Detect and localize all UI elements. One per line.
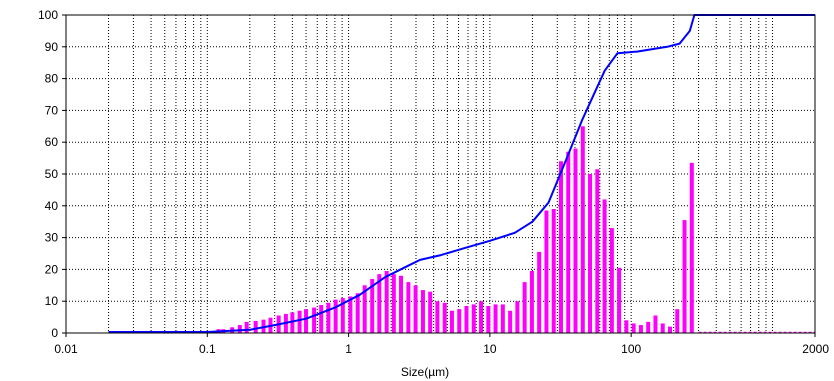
histogram-bar	[290, 312, 295, 333]
y-tick-label: 30	[45, 231, 59, 245]
cumulative-curve-layer	[108, 14, 815, 333]
histogram-bar	[624, 320, 629, 333]
histogram-bar	[449, 310, 454, 333]
histogram-bar	[602, 199, 607, 333]
histogram-bar	[558, 161, 563, 333]
histogram-bar	[537, 251, 542, 333]
y-axis-ticks: 0 10 20 30 40 50 60 70 80 90 100	[38, 8, 66, 340]
histogram-bar	[631, 323, 636, 333]
histogram-bars	[216, 126, 815, 334]
histogram-bar	[304, 309, 309, 333]
cumulative-curve	[108, 14, 815, 333]
y-tick-label: 100	[38, 8, 58, 22]
histogram-bar	[244, 321, 249, 333]
y-tick-label: 60	[45, 135, 59, 149]
histogram-bar	[237, 325, 242, 333]
histogram-bar	[493, 304, 498, 333]
x-axis-ticks: 0.01 0.1 1 10 100 2000	[54, 333, 829, 356]
histogram-bar	[464, 305, 469, 333]
histogram-bar	[675, 309, 680, 333]
histogram-bar	[682, 220, 687, 333]
histogram-bar	[348, 296, 353, 333]
y-tick-label: 20	[45, 262, 59, 276]
histogram-bar	[566, 151, 571, 333]
histogram-bar	[522, 282, 527, 333]
histogram-bar	[442, 302, 447, 333]
x-tick-label: 0.01	[54, 342, 78, 356]
x-tick-label: 10	[483, 342, 497, 356]
histogram-bar	[638, 325, 643, 333]
histogram-bar	[340, 298, 345, 333]
histogram-bar	[370, 278, 375, 333]
y-tick-label: 0	[51, 326, 58, 340]
histogram-bar	[391, 274, 396, 333]
histogram-bar	[515, 301, 520, 333]
x-tick-label: 0.1	[199, 342, 216, 356]
histogram-bar	[362, 285, 367, 333]
histogram-bar	[544, 210, 549, 333]
histogram-bar	[435, 301, 440, 333]
y-tick-label: 80	[45, 72, 59, 86]
x-tick-label: 1	[345, 342, 352, 356]
histogram-bar	[253, 320, 258, 333]
histogram-bar	[646, 321, 651, 333]
histogram-bar	[508, 310, 513, 333]
histogram-bar	[667, 326, 672, 333]
histogram-bar	[580, 126, 585, 333]
x-tick-label: 2000	[802, 342, 829, 356]
histogram-bar	[420, 290, 425, 333]
histogram-bar	[609, 228, 614, 333]
histogram-bar	[551, 208, 556, 333]
y-tick-label: 70	[45, 103, 59, 117]
x-axis-title: Size(µm)	[401, 365, 449, 379]
histogram-bar	[617, 267, 622, 333]
histogram-bar	[479, 301, 484, 333]
x-tick-label: 100	[621, 342, 641, 356]
histogram-bar	[660, 323, 665, 333]
histogram-bar	[377, 274, 382, 333]
histogram-bar	[333, 299, 338, 333]
histogram-bar	[384, 270, 389, 333]
histogram-bar	[500, 304, 505, 333]
histogram-bar	[399, 275, 404, 333]
histogram-bar	[355, 293, 360, 333]
histogram-bar	[457, 309, 462, 333]
histogram-bar	[297, 310, 302, 333]
histogram-bar	[406, 282, 411, 333]
histogram-bar	[653, 315, 658, 333]
histogram-bar	[595, 169, 600, 333]
histogram-bar	[573, 148, 578, 333]
y-tick-label: 40	[45, 199, 59, 213]
histogram-bar	[319, 305, 324, 333]
histogram-bar	[486, 305, 491, 333]
y-tick-label: 90	[45, 40, 59, 54]
histogram-bar	[471, 304, 476, 333]
y-tick-label: 10	[45, 294, 59, 308]
histogram-bar	[588, 174, 593, 333]
histogram-bar	[312, 307, 317, 333]
histogram-bar	[326, 302, 331, 333]
y-tick-label: 50	[45, 167, 59, 181]
histogram-bar	[529, 270, 534, 333]
histogram-bar	[413, 285, 418, 333]
histogram-bar	[689, 162, 694, 333]
histogram-bar	[428, 291, 433, 333]
